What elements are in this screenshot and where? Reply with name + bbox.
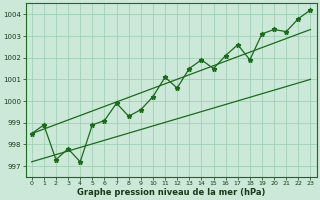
X-axis label: Graphe pression niveau de la mer (hPa): Graphe pression niveau de la mer (hPa)	[77, 188, 265, 197]
